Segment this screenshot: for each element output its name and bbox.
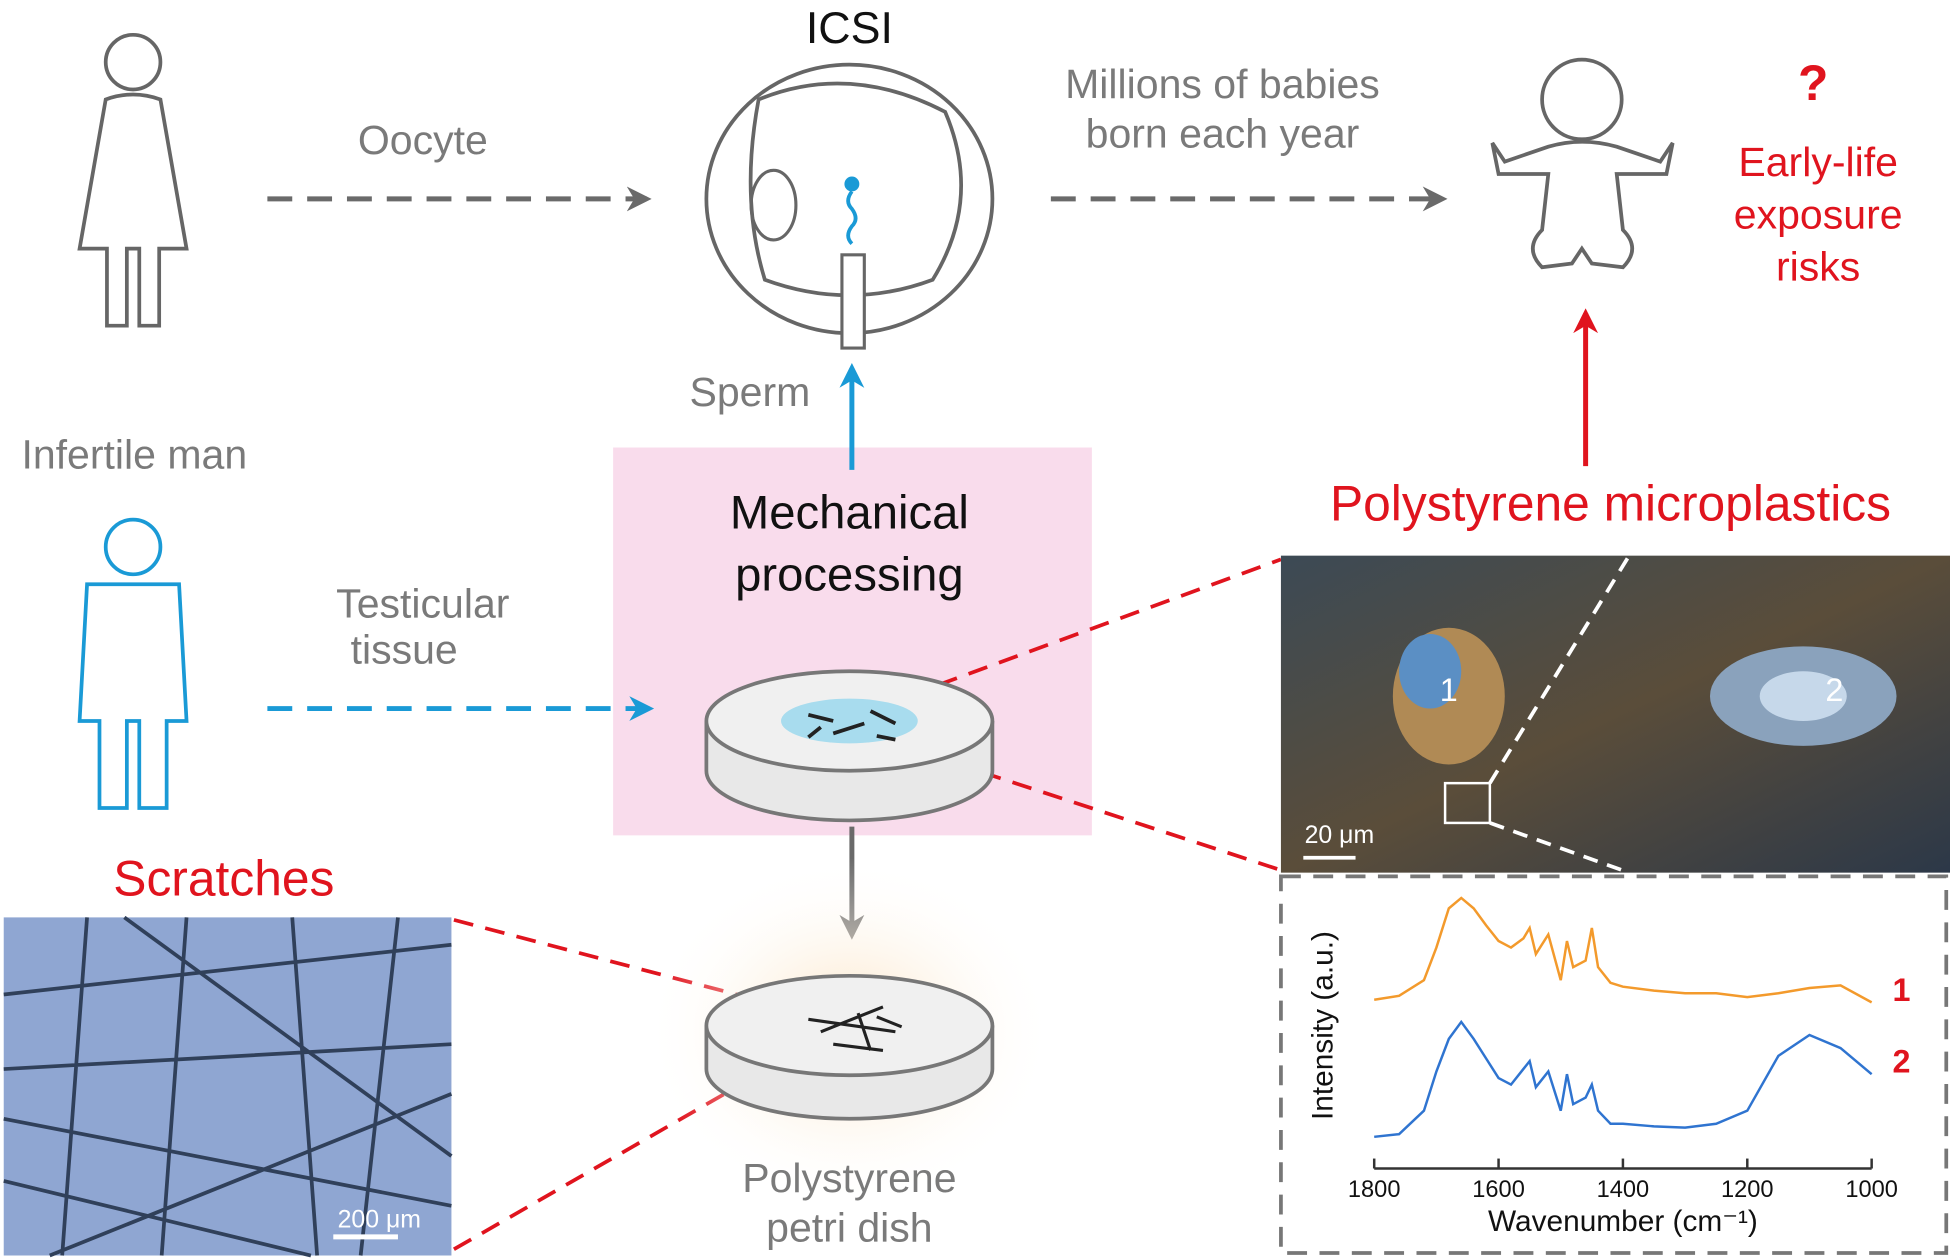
oocyte-label: Oocyte	[358, 117, 488, 163]
baby-icon	[1490, 57, 1675, 270]
question-mark: ?	[1798, 55, 1828, 111]
svg-text:2: 2	[1825, 672, 1843, 708]
scratches-label: Scratches	[113, 851, 334, 907]
icsi-label: ICSI	[806, 3, 893, 53]
sperm-label: Sperm	[689, 369, 810, 415]
babies-label: Millions of babies	[1065, 61, 1380, 107]
x-tick-label: 1400	[1597, 1177, 1650, 1203]
tissue-label: tissue	[351, 626, 458, 672]
y-axis-title: Intensity (a.u.)	[1306, 931, 1339, 1120]
x-tick-label: 1000	[1845, 1177, 1898, 1203]
oocyte-icon	[704, 62, 995, 350]
woman-icon	[77, 32, 189, 328]
x-tick-label: 1200	[1721, 1177, 1774, 1203]
x-tick-label: 1800	[1348, 1177, 1401, 1203]
scratches-image	[3, 915, 453, 1258]
infertile-man-label: Infertile man	[21, 431, 247, 477]
x-axis-title: Wavenumber (cm⁻¹)	[1488, 1205, 1758, 1238]
dish-label: petri dish	[766, 1205, 932, 1251]
risks-label: exposure	[1734, 191, 1903, 237]
spectrum-frame	[1279, 874, 1949, 1255]
processing-label: Mechanical	[730, 486, 969, 539]
series-label: 2	[1893, 1044, 1911, 1080]
scale-label: 20 μm	[1305, 821, 1375, 849]
spectrum-line	[1374, 1019, 1873, 1139]
risks-label: risks	[1776, 244, 1860, 290]
tissue-label: Testicular	[336, 580, 509, 626]
microplastics-label: Polystyrene microplastics	[1330, 475, 1891, 531]
risks-label: Early-life	[1738, 139, 1898, 185]
dish-label: Polystyrene	[742, 1155, 956, 1201]
spectrum-line	[1374, 896, 1873, 1004]
series-label: 1	[1893, 972, 1911, 1008]
man-icon	[77, 517, 189, 810]
processing-label: processing	[735, 549, 963, 602]
petri-dish	[704, 669, 995, 1121]
microplastics-image: 1 2	[1280, 554, 1950, 875]
scale-label: 200 μm	[338, 1205, 421, 1233]
x-tick-label: 1600	[1472, 1177, 1525, 1203]
babies-label: born each year	[1086, 111, 1360, 157]
svg-text:1: 1	[1440, 672, 1458, 708]
